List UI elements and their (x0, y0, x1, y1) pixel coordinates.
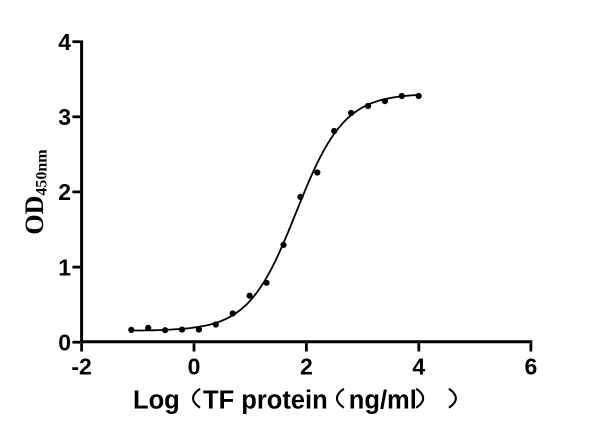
svg-text:4: 4 (58, 29, 71, 55)
svg-text:2: 2 (58, 179, 71, 205)
svg-text:2: 2 (300, 354, 313, 380)
svg-text:TF protein: TF protein (203, 387, 328, 415)
svg-text:0: 0 (58, 329, 71, 355)
svg-text:6: 6 (525, 354, 538, 380)
svg-text:1: 1 (58, 254, 71, 280)
svg-text:ng/ml: ng/ml (349, 387, 417, 415)
svg-text:4: 4 (412, 354, 425, 380)
svg-text:0: 0 (188, 354, 201, 380)
svg-text:Log: Log (133, 387, 180, 415)
svg-text:-2: -2 (71, 354, 91, 380)
svg-text:3: 3 (58, 104, 71, 130)
